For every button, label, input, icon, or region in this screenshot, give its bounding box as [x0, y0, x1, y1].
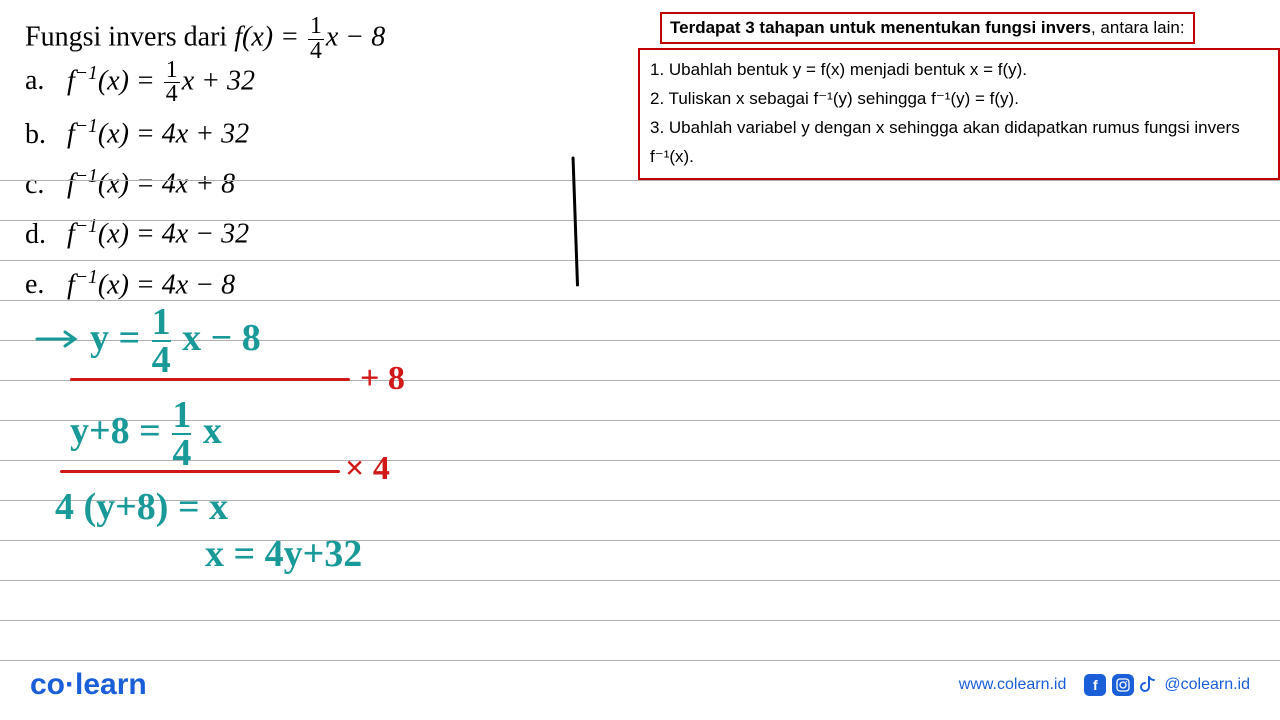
instagram-icon	[1112, 674, 1134, 696]
hw-plus8: + 8	[360, 360, 405, 398]
info-title-box: Terdapat 3 tahapan untuk menentukan fung…	[660, 12, 1195, 44]
footer-right: www.colearn.id f @colearn.id	[959, 674, 1250, 696]
hw-underline-2	[60, 470, 340, 473]
question-text: Fungsi invers dari f(x) = 1 4 x − 8	[25, 15, 385, 64]
hw-line3: 4 (y+8) = x	[55, 485, 228, 529]
hw-underline-1	[70, 378, 350, 381]
question-fraction: 1 4	[308, 15, 324, 64]
social-icons: f @colearn.id	[1084, 674, 1250, 696]
footer-handle: @colearn.id	[1164, 676, 1250, 694]
hw-line1: y = 14 x − 8	[90, 305, 261, 377]
option-a: a. f−1(x) = 14x + 32	[25, 58, 255, 107]
arrow-icon	[35, 320, 80, 358]
hw-times4: × 4	[345, 450, 390, 488]
footer-url: www.colearn.id	[959, 676, 1067, 694]
hw-line4: x = 4y+32	[205, 532, 362, 576]
facebook-icon: f	[1084, 674, 1106, 696]
info-step-2: 2. Tuliskan x sebagai f⁻¹(y) sehingga f⁻…	[650, 85, 1268, 114]
tiktok-icon	[1140, 675, 1158, 695]
logo: co·learn	[30, 668, 147, 702]
question-func: f(x) =	[234, 22, 306, 53]
hw-line2: y+8 = 14 x	[70, 398, 222, 470]
footer: co·learn www.colearn.id f @colearn.id	[0, 668, 1280, 702]
content-area: Fungsi invers dari f(x) = 1 4 x − 8 a. f…	[0, 0, 1280, 720]
info-step-1: 1. Ubahlah bentuk y = f(x) menjadi bentu…	[650, 56, 1268, 85]
question-prefix: Fungsi invers dari	[25, 22, 234, 53]
